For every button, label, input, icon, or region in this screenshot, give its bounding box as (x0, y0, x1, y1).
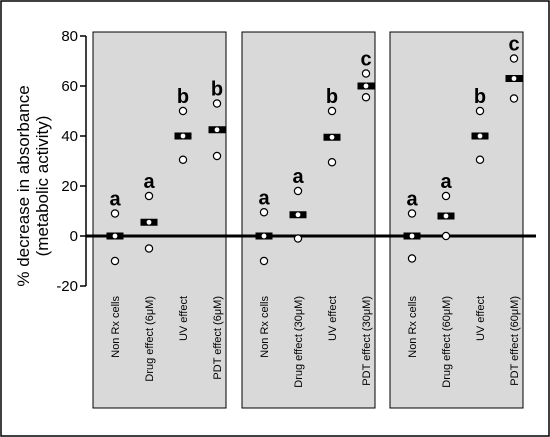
panel-3-group-4-mean-dot (511, 76, 517, 81)
panel-2-group-2-mean-dot (295, 212, 301, 218)
panel-3-group-4-point-2 (509, 94, 519, 103)
panel-1-group-4-significance-letter: b (211, 79, 223, 101)
panel-3-group-2-point-1 (441, 191, 451, 201)
panel-1-group-3-category-label: UV effect (178, 296, 190, 341)
panels (92, 31, 524, 409)
panel-1-group-1-category-label: Non Rx cells (110, 296, 122, 358)
y-tick-label--20: -20 (56, 278, 78, 295)
panel-2-group-3-point-2 (327, 158, 337, 167)
y-tick-label-20: 20 (61, 178, 78, 195)
panel-3-group-4-point-1 (509, 54, 519, 63)
panel-3-group-2-mean-dot (443, 213, 449, 219)
panel-2-group-4-category-label: PDT effect (30μM) (361, 296, 373, 386)
panel-3-group-2-category-label: Drug effect (60μM) (441, 296, 453, 388)
panel-2-group-2-category-label: Drug effect (30μM) (293, 296, 305, 388)
panel-1-group-2-category-label: Drug effect (6μM) (144, 296, 156, 382)
y-axis: -20 0 20 40 60 80 (56, 28, 87, 295)
panel-3-group-1-point-1 (407, 209, 417, 218)
panel-2-group-1-mean-dot (261, 233, 267, 239)
panel-1-group-3-mean-dot (180, 133, 186, 139)
panel-2-group-4-significance-letter: c (360, 49, 371, 71)
panel-3-group-1-point-2 (407, 254, 417, 263)
y-axis-label-line-1: % decrease in absorbance (14, 85, 33, 286)
panel-2-group-2-point-1 (293, 186, 303, 196)
panel-3-group-4-category-label: PDT effect (60μM) (509, 296, 521, 386)
panel-3-group-3-category-label: UV effect (475, 296, 487, 341)
y-axis-label-line-2: (metabolic activity) (33, 116, 52, 257)
panel-1-group-2-significance-letter: a (143, 171, 155, 193)
panel-1-group-2-point-1 (144, 191, 154, 201)
panel-2-group-1-point-2 (259, 256, 269, 266)
panel-2-group-1-point-1 (259, 208, 269, 217)
y-tick-label-40: 40 (61, 128, 78, 145)
panel-1-group-1-point-2 (110, 256, 120, 266)
panel-2-group-4-point-1 (361, 69, 371, 78)
panel-2-group-2-significance-letter: a (292, 166, 304, 188)
panel-3 (389, 31, 524, 409)
panel-3-group-3-point-1 (475, 106, 485, 116)
y-tick-label-0: 0 (70, 228, 78, 245)
panel-2-group-1-significance-letter: a (258, 187, 270, 209)
panel-3-group-2-point-2 (441, 231, 451, 241)
panel-1-group-1-point-1 (110, 209, 120, 218)
panel-3-group-2-significance-letter: a (440, 171, 452, 193)
y-tick-label-60: 60 (61, 78, 78, 95)
panel-2-group-4-mean-dot (363, 83, 369, 89)
panel-1 (92, 31, 227, 409)
panel-1-group-2-mean-dot (146, 219, 152, 225)
panel-1-group-2-point-2 (144, 244, 154, 253)
panel-3-group-1-category-label: Non Rx cells (407, 296, 419, 358)
panel-2-group-2-point-2 (293, 234, 303, 243)
panel-2-group-3-mean-dot (329, 134, 335, 140)
panel-2-group-3-category-label: UV effect (327, 296, 339, 341)
panel-3-group-4-significance-letter: c (508, 34, 519, 56)
panel-1-group-1-mean-dot (112, 233, 118, 239)
panel-1-group-4-point-1 (212, 99, 222, 108)
panel-1-group-1-significance-letter: a (109, 189, 121, 211)
chart-marks: a Non Rx cells a Drug effect (6μM) b UV effec… (106, 34, 523, 388)
panel-3-group-3-significance-letter: b (474, 86, 486, 108)
panel-1-group-3-significance-letter: b (177, 86, 189, 108)
panel-1-group-4-category-label: PDT effect (6μM) (212, 296, 224, 380)
panel-3-group-3-point-2 (475, 155, 485, 164)
panel-1-group-4-point-2 (212, 151, 222, 161)
panel-2-group-4-point-2 (361, 93, 371, 102)
panel-2-group-3-point-1 (327, 106, 337, 116)
panel-2-group-3-significance-letter: b (326, 86, 338, 108)
panel-2-group-1-category-label: Non Rx cells (259, 296, 271, 358)
panel-3-group-1-significance-letter: a (406, 189, 418, 211)
panel-1-group-3-point-2 (178, 155, 188, 164)
y-tick-label-80: 80 (61, 28, 78, 45)
panel-1-group-3-point-1 (178, 106, 188, 116)
panel-1-group-4-mean-dot (214, 127, 220, 133)
panel-3-group-1-mean-dot (409, 233, 415, 239)
panel-2 (241, 31, 376, 409)
panel-3-group-3-mean-dot (477, 133, 483, 139)
